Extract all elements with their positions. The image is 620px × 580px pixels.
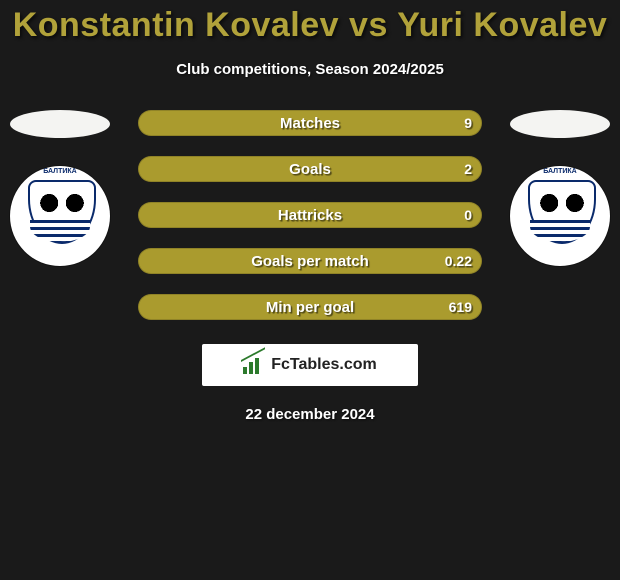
watermark-chart-icon xyxy=(243,356,265,374)
stat-label: Min per goal xyxy=(266,299,354,316)
date-label: 22 december 2024 xyxy=(0,406,620,423)
vs-text: vs xyxy=(349,6,388,44)
stat-row: Matches 9 xyxy=(138,110,482,136)
stat-label: Goals per match xyxy=(251,253,369,270)
player2-placeholder-ellipse xyxy=(510,110,610,138)
left-player-column: БАЛТИКА xyxy=(10,110,110,266)
stat-label: Matches xyxy=(280,115,340,132)
stat-value-right: 2 xyxy=(464,156,472,182)
stat-row: Min per goal 619 xyxy=(138,294,482,320)
player2-club-badge: БАЛТИКА xyxy=(510,166,610,266)
stat-label: Goals xyxy=(289,161,331,178)
player1-placeholder-ellipse xyxy=(10,110,110,138)
stat-value-right: 0.22 xyxy=(445,248,472,274)
stat-row: Goals per match 0.22 xyxy=(138,248,482,274)
comparison-area: БАЛТИКА БАЛТИКА Matches 9 Goals 2 Hattricks 0… xyxy=(0,110,620,320)
page-title: Konstantin Kovalev vs Yuri Kovalev xyxy=(0,0,620,45)
subtitle: Club competitions, Season 2024/2025 xyxy=(0,61,620,78)
stats-list: Matches 9 Goals 2 Hattricks 0 Goals per match 0… xyxy=(138,110,482,320)
watermark-text: FcTables.com xyxy=(271,356,377,374)
stat-value-right: 0 xyxy=(464,202,472,228)
stat-label: Hattricks xyxy=(278,207,342,224)
player1-club-badge: БАЛТИКА xyxy=(10,166,110,266)
stat-value-right: 619 xyxy=(449,294,472,320)
stat-row: Goals 2 xyxy=(138,156,482,182)
watermark: FcTables.com xyxy=(202,344,418,386)
player2-name: Yuri Kovalev xyxy=(397,6,607,44)
player1-name: Konstantin Kovalev xyxy=(13,6,339,44)
stat-value-right: 9 xyxy=(464,110,472,136)
stat-row: Hattricks 0 xyxy=(138,202,482,228)
right-player-column: БАЛТИКА xyxy=(510,110,610,266)
